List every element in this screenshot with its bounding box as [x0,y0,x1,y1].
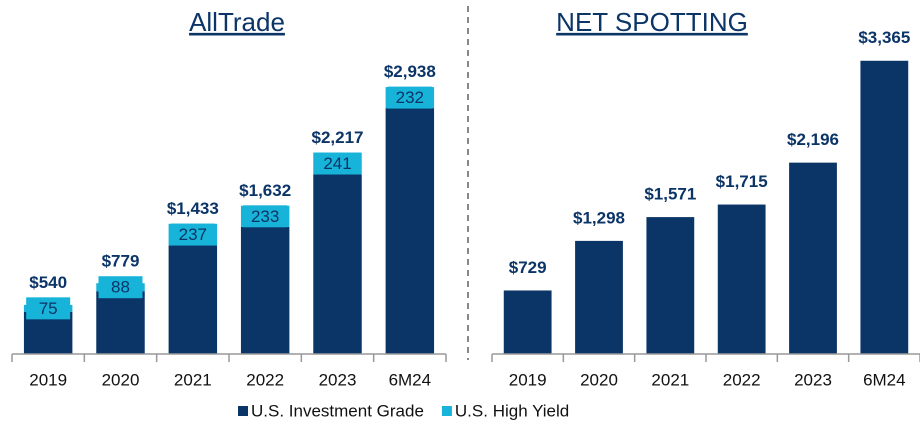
total-label: $540 [29,273,67,292]
x-tick-label: 2020 [580,370,618,389]
legend-swatch [238,406,248,416]
bar-segment [96,291,145,354]
value-label: $1,715 [716,172,768,191]
value-label: $2,196 [787,130,839,149]
segment-label: 75 [39,299,58,318]
value-label: $1,298 [573,208,625,227]
value-label: $3,365 [858,28,910,47]
value-label: $1,571 [644,185,696,204]
bar [503,290,552,354]
label-box [26,297,71,320]
value-label: $729 [509,258,547,277]
legend-label: U.S. Investment Grade [251,401,424,420]
total-label: $779 [102,252,140,271]
segment-label: 241 [323,154,351,173]
bar-segment [385,108,435,355]
label-box [98,276,143,299]
x-tick-label: 2020 [102,370,140,389]
x-tick-label: 6M24 [863,370,906,389]
x-tick-label: 2021 [651,370,689,389]
label-box [387,86,432,109]
x-tick-label: 6M24 [389,370,432,389]
label-box [170,223,215,246]
x-tick-label: 2023 [319,370,357,389]
bar-segment [240,226,290,354]
chart-title: AllTrade [189,7,285,37]
x-tick-label: 2022 [723,370,761,389]
bar [860,60,909,355]
bar [646,217,695,354]
bar [575,240,623,354]
bar [717,204,766,354]
total-label: $1,433 [167,199,219,218]
x-tick-label: 2021 [174,370,212,389]
segment-label: 233 [251,207,279,226]
legend-label: U.S. High Yield [455,401,569,420]
x-tick-label: 2023 [794,370,832,389]
total-label: $2,217 [312,128,364,147]
segment-label: 232 [396,88,424,107]
legend-swatch [441,406,452,416]
x-tick-label: 2022 [246,370,284,389]
total-label: $1,632 [239,181,291,200]
total-label: $2,938 [384,62,436,81]
bar [789,162,837,354]
bar-segment [168,245,218,354]
chart-title: NET SPOTTING [556,7,748,37]
bar-segment [313,174,362,354]
x-tick-label: 2019 [509,370,547,389]
segment-label: 88 [111,278,130,297]
label-box [243,205,288,228]
x-tick-label: 2019 [29,370,67,389]
segment-label: 237 [179,225,207,244]
label-box [315,152,360,175]
